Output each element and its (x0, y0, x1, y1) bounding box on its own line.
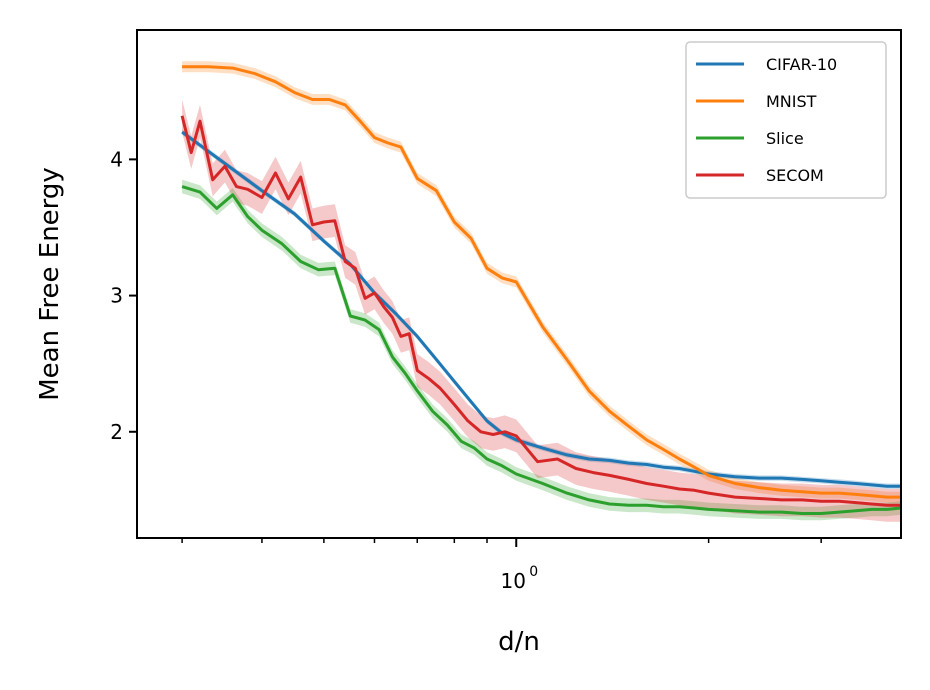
legend-box (685, 41, 887, 199)
cifar-10-line (181, 130, 901, 488)
plot-frame (136, 29, 902, 539)
y-axis-label: Mean Free Energy (35, 167, 65, 401)
y-axis-ticks: 2 3 4 (110, 147, 137, 444)
x-tick-exponent: 0 (529, 564, 538, 580)
mnist-line (182, 65, 901, 499)
y-tick-label: 2 (110, 420, 123, 444)
x-tick-label: 10 (501, 569, 526, 593)
legend-label-slice: Slice (766, 129, 804, 148)
x-axis-ticks: 10 0 (181, 538, 822, 593)
slice-line (181, 185, 902, 515)
secom-line (180, 115, 901, 507)
series-lines (180, 65, 902, 515)
y-tick-label: 4 (110, 147, 123, 171)
legend-label-cifar-10: CIFAR-10 (766, 55, 837, 74)
x-axis-label: d/n (498, 627, 540, 657)
y-tick-label: 3 (110, 284, 123, 308)
legend: CIFAR-10 MNIST Slice SECOM (685, 41, 887, 199)
legend-label-mnist: MNIST (766, 92, 817, 111)
legend-label-secom: SECOM (766, 166, 824, 185)
